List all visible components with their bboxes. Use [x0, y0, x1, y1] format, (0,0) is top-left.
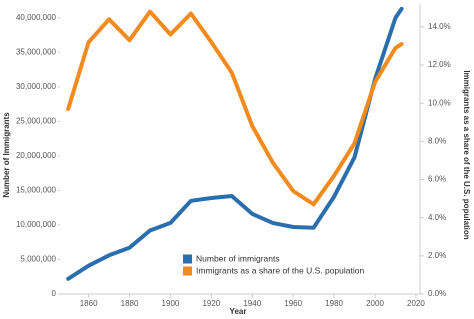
y-tick-label: 0	[52, 289, 57, 298]
x-tick-label: 1940	[243, 299, 261, 308]
x-tick-label: 1880	[121, 299, 139, 308]
y2-tick-label: 8.0%	[428, 136, 446, 145]
y2-tick-label: 12.0%	[428, 60, 451, 69]
legend-label: Number of immigrants	[196, 253, 280, 263]
x-tick-label: 2020	[407, 299, 425, 308]
series-line	[66, 6, 404, 281]
x-tick-label: 1920	[202, 299, 220, 308]
y-tick-label: 20,000,000	[16, 151, 57, 160]
x-tick-label: 1860	[80, 299, 98, 308]
y-tick-label: 25,000,000	[16, 116, 57, 125]
y-tick-label: 15,000,000	[16, 186, 57, 195]
y2-tick-label: 4.0%	[428, 213, 446, 222]
x-tick-label: 1960	[284, 299, 302, 308]
y2-axis-title: Immigrants as a share of the U.S. popula…	[462, 70, 471, 239]
legend-swatch	[183, 254, 192, 264]
y2-tick-label: 10.0%	[428, 98, 451, 107]
y-tick-label: 30,000,000	[16, 82, 57, 91]
legend-swatch	[183, 266, 192, 276]
x-tick-label: 2000	[366, 299, 384, 308]
y-axis-title: Number of Immigrants	[2, 112, 11, 198]
y-tick-label: 5,000,000	[20, 255, 56, 264]
y2-tick-label: 2.0%	[428, 251, 446, 260]
x-axis-title: Year	[230, 307, 247, 316]
x-tick-label: 1900	[162, 299, 180, 308]
y2-tick-label: 14.0%	[428, 22, 451, 31]
y-tick-label: 10,000,000	[16, 220, 57, 229]
series-line	[66, 9, 404, 207]
y-tick-label: 40,000,000	[16, 13, 57, 22]
x-tick-label: 1980	[325, 299, 343, 308]
y2-tick-label: 6.0%	[428, 175, 446, 184]
y2-tick-label: 0.0%	[428, 289, 446, 298]
legend-label: Immigrants as a share of the U.S. popula…	[196, 265, 364, 275]
y-tick-label: 35,000,000	[16, 47, 57, 56]
